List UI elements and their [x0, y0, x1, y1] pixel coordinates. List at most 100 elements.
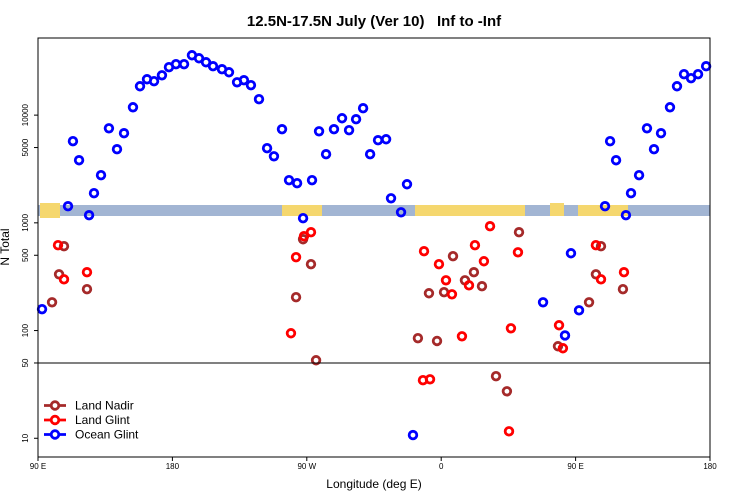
point	[223, 67, 235, 78]
point	[306, 174, 318, 186]
point	[418, 246, 430, 257]
point	[583, 297, 595, 308]
x-tick-label: 180	[166, 462, 180, 471]
point	[537, 297, 549, 308]
point	[604, 135, 616, 147]
point	[170, 58, 182, 70]
legend-marker	[49, 414, 61, 426]
x-tick-label: 0	[439, 462, 444, 471]
point	[557, 343, 569, 354]
x-tick-label: 180	[703, 462, 717, 471]
point	[127, 102, 139, 113]
point	[590, 240, 602, 251]
y-tick-label: 5000	[21, 138, 30, 156]
point	[395, 207, 407, 218]
point	[276, 124, 288, 135]
point	[503, 426, 515, 437]
point	[62, 201, 74, 212]
point	[431, 335, 443, 347]
legend-marker	[49, 400, 61, 411]
point	[156, 70, 168, 81]
point	[305, 259, 317, 270]
x-tick-label: 90 W	[297, 462, 316, 471]
point	[692, 68, 704, 80]
point	[478, 256, 490, 267]
point	[552, 341, 564, 352]
point	[268, 151, 280, 162]
point	[617, 284, 629, 295]
legend-marker	[49, 429, 61, 440]
point	[456, 331, 468, 342]
point	[103, 123, 115, 134]
point	[385, 193, 397, 204]
point	[625, 188, 637, 199]
point	[490, 370, 502, 382]
point	[505, 323, 517, 334]
legend-label: Land Nadir	[75, 399, 134, 413]
point	[664, 102, 676, 113]
y-tick-label: 10	[21, 433, 30, 442]
point	[238, 75, 250, 86]
point	[438, 287, 450, 298]
point	[253, 93, 265, 105]
point	[73, 155, 85, 166]
point	[343, 125, 355, 136]
point	[573, 305, 585, 316]
point	[372, 135, 384, 146]
y-tick-label: 500	[21, 248, 30, 262]
point	[134, 81, 146, 92]
point	[440, 275, 452, 286]
point	[655, 128, 667, 139]
x-tick-label: 90 E	[30, 462, 46, 471]
legend-label: Land Glint	[75, 413, 130, 427]
point	[58, 240, 70, 252]
point	[633, 170, 645, 181]
y-tick-label: 1000	[21, 213, 30, 231]
point	[641, 123, 653, 134]
y-tick-label: 10000	[21, 103, 30, 126]
point	[610, 155, 622, 166]
point	[245, 79, 257, 91]
point	[350, 114, 362, 125]
point	[407, 429, 419, 441]
point	[46, 297, 58, 308]
point	[67, 135, 79, 147]
x-axis-label: Longitude (deg E)	[326, 477, 421, 491]
chart-title: 12.5N-17.5N July (Ver 10) Inf to -Inf	[247, 13, 502, 30]
point	[501, 386, 513, 397]
point	[565, 248, 577, 259]
legend-label: Ocean Glint	[75, 428, 139, 442]
point	[83, 210, 95, 221]
point	[357, 103, 369, 114]
point	[559, 330, 571, 341]
point	[599, 201, 611, 212]
y-tick-label: 50	[21, 358, 30, 367]
point	[618, 267, 630, 278]
point	[58, 274, 70, 285]
point	[380, 134, 392, 145]
point	[463, 280, 475, 291]
point	[320, 149, 332, 160]
point	[553, 320, 565, 331]
point	[88, 188, 100, 199]
point	[52, 240, 64, 251]
point	[118, 128, 130, 139]
point	[36, 303, 48, 315]
point	[468, 267, 480, 278]
point	[328, 124, 340, 135]
point	[476, 281, 488, 292]
point	[336, 113, 348, 124]
point	[412, 332, 424, 344]
point	[469, 240, 481, 251]
point	[207, 61, 219, 72]
point	[81, 267, 93, 278]
point	[283, 174, 295, 186]
point	[178, 58, 190, 70]
point	[423, 288, 435, 299]
point	[364, 149, 376, 160]
point	[620, 210, 632, 221]
point	[81, 284, 93, 295]
point	[671, 81, 683, 92]
point	[297, 213, 309, 224]
